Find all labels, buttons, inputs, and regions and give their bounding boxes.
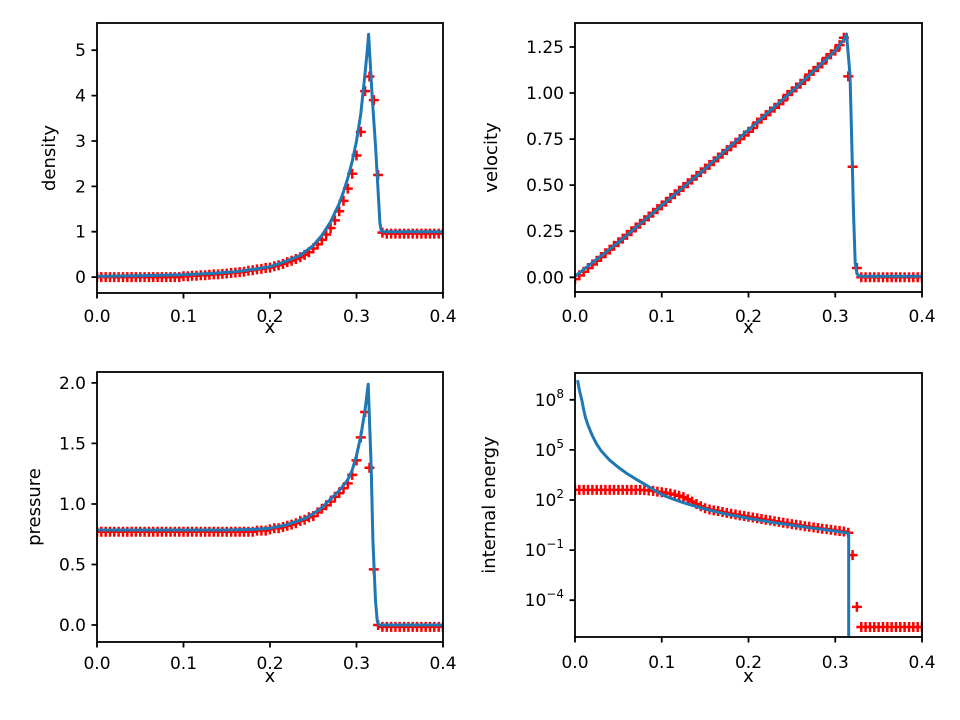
x-tick-label: 0.3 bbox=[343, 654, 370, 674]
pressure-y-axis-label: pressure bbox=[24, 468, 45, 546]
y-tick-label: 0.25 bbox=[526, 222, 564, 242]
x-axis-ticks bbox=[574, 292, 923, 298]
x-axis-ticks bbox=[96, 293, 444, 299]
x-tick-label: 0.3 bbox=[343, 307, 370, 327]
y-tick-label: 105 bbox=[535, 437, 564, 461]
x-tick-label: 0.0 bbox=[83, 654, 110, 674]
y-tick-label: 108 bbox=[535, 387, 564, 411]
x-tick-label: 0.1 bbox=[170, 307, 197, 327]
x-tick-label: 0.2 bbox=[256, 307, 283, 327]
x-tick-label: 0.4 bbox=[429, 654, 456, 674]
y-tick-label: 1.00 bbox=[526, 84, 564, 104]
y-tick-label: 1.5 bbox=[59, 434, 86, 454]
internal-energy-markers bbox=[574, 484, 923, 632]
x-tick-label: 0.1 bbox=[648, 653, 675, 673]
y-tick-label: 2 bbox=[75, 177, 86, 197]
density-y-axis-label: density bbox=[39, 125, 60, 191]
y-tick-label: 5 bbox=[75, 41, 86, 61]
y-tick-label: 1.0 bbox=[59, 495, 86, 515]
axes-border bbox=[574, 372, 923, 638]
pressure-markers bbox=[96, 407, 444, 632]
x-tick-label: 0.4 bbox=[908, 307, 935, 327]
density-x-axis-label: x bbox=[265, 317, 276, 338]
x-tick-label: 0.0 bbox=[561, 653, 588, 673]
internal-energy-x-axis-label: x bbox=[743, 666, 754, 687]
pressure-line bbox=[97, 382, 443, 627]
y-tick-label: 4 bbox=[75, 87, 86, 107]
y-tick-label: 102 bbox=[535, 487, 564, 511]
axes-border bbox=[574, 22, 923, 293]
x-tick-label: 0.2 bbox=[735, 653, 762, 673]
y-axis-ticks bbox=[569, 398, 575, 602]
y-axis-ticks bbox=[569, 46, 575, 279]
y-tick-label: 0.75 bbox=[526, 130, 564, 150]
density-line bbox=[96, 32, 443, 278]
y-tick-label: 1 bbox=[75, 223, 86, 243]
x-tick-label: 0.2 bbox=[256, 654, 283, 674]
y-axis-ticks bbox=[91, 49, 97, 278]
x-axis-ticks bbox=[574, 637, 923, 643]
velocity-markers bbox=[574, 32, 923, 285]
internal-energy-y-axis-label: internal energy bbox=[479, 436, 500, 574]
pressure-x-axis-label: x bbox=[265, 666, 276, 687]
x-tick-label: 0.3 bbox=[822, 307, 849, 327]
velocity-line bbox=[574, 32, 922, 278]
subplot-pressure: 0.0 0.1 0.2 0.3 0.4 0.0 0.5 1.0 1.5 2.0 x pressure bbox=[24, 371, 457, 687]
internal-energy-line bbox=[576, 379, 851, 638]
y-tick-label: 10−4 bbox=[525, 587, 564, 611]
y-axis-ticks bbox=[91, 382, 97, 626]
y-tick-label: 0.5 bbox=[59, 556, 86, 576]
y-tick-label: 0 bbox=[75, 268, 86, 288]
subplot-velocity: 0.0 0.1 0.2 0.3 0.4 0.00 0.25 0.50 0.75 1.00 1.25 x… bbox=[481, 22, 936, 338]
x-tick-label: 0.1 bbox=[170, 654, 197, 674]
x-tick-label: 0.0 bbox=[83, 307, 110, 327]
x-tick-label: 0.0 bbox=[561, 307, 588, 327]
axes-border bbox=[96, 371, 444, 643]
y-tick-label: 3 bbox=[75, 132, 86, 152]
y-tick-label: 0.0 bbox=[59, 616, 86, 636]
velocity-y-axis-label: velocity bbox=[481, 122, 502, 193]
x-axis-ticks bbox=[96, 642, 444, 648]
x-tick-label: 0.4 bbox=[429, 307, 456, 327]
subplot-density: 0.0 0.1 0.2 0.3 0.4 0 1 2 3 4 5 x density bbox=[39, 22, 457, 338]
x-tick-label: 0.3 bbox=[822, 653, 849, 673]
x-tick-label: 0.4 bbox=[908, 653, 935, 673]
y-tick-label: 2.0 bbox=[59, 374, 86, 394]
x-tick-label: 0.1 bbox=[648, 307, 675, 327]
density-markers bbox=[96, 71, 444, 283]
y-tick-label: 0.00 bbox=[526, 268, 564, 288]
subplot-internal-energy: 0.0 0.1 0.2 0.3 0.4 108 105 102 10−1 10−4 x interna… bbox=[479, 372, 936, 687]
y-tick-label: 1.25 bbox=[526, 38, 564, 58]
velocity-x-axis-label: x bbox=[743, 317, 754, 338]
y-tick-label: 0.50 bbox=[526, 176, 564, 196]
axes-border bbox=[96, 22, 444, 294]
y-tick-label: 10−1 bbox=[525, 537, 564, 561]
x-tick-label: 0.2 bbox=[735, 307, 762, 327]
